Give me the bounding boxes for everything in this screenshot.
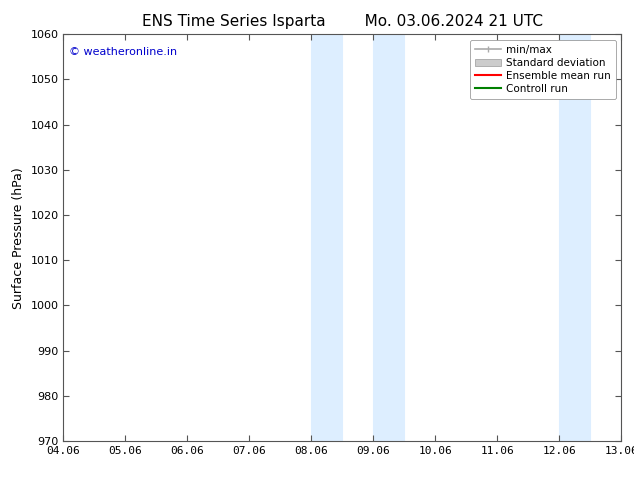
Text: © weatheronline.in: © weatheronline.in bbox=[69, 47, 177, 56]
Title: ENS Time Series Isparta        Mo. 03.06.2024 21 UTC: ENS Time Series Isparta Mo. 03.06.2024 2… bbox=[142, 14, 543, 29]
Bar bbox=[373, 34, 404, 441]
Bar bbox=[559, 34, 590, 441]
Bar bbox=[311, 34, 342, 441]
Bar bbox=[621, 34, 634, 441]
Legend: min/max, Standard deviation, Ensemble mean run, Controll run: min/max, Standard deviation, Ensemble me… bbox=[470, 40, 616, 99]
Y-axis label: Surface Pressure (hPa): Surface Pressure (hPa) bbox=[12, 167, 25, 309]
